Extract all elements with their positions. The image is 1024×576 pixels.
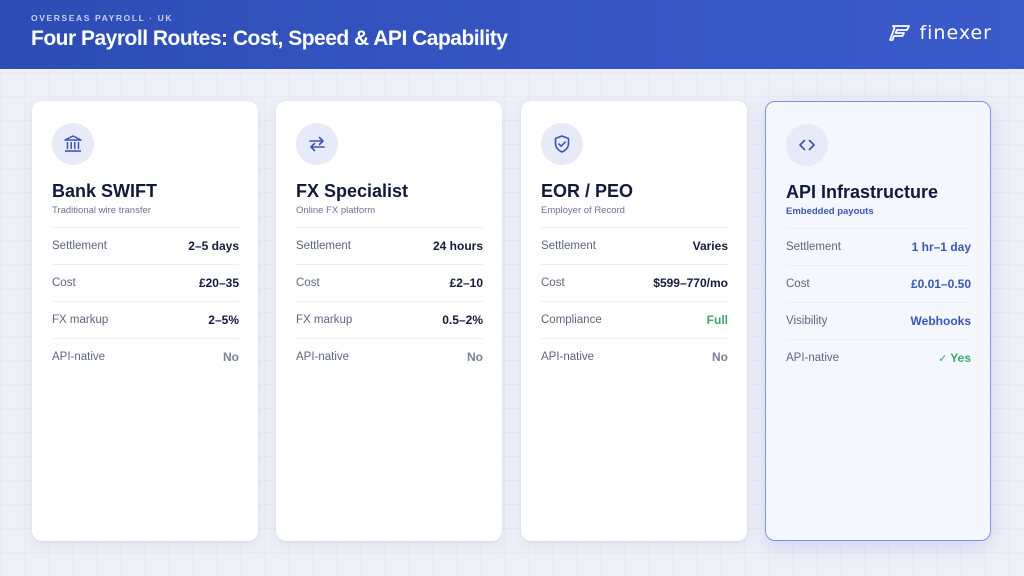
metric-row-cost: Cost $599–770/mo [541, 264, 728, 301]
metric-row-settlement: Settlement 24 hours [296, 227, 483, 264]
card-subtitle: Traditional wire transfer [52, 205, 151, 216]
metric-value: Yes [950, 351, 971, 365]
metric-row-api-native: API-native No [296, 338, 483, 375]
code-icon [799, 139, 815, 151]
card-subtitle: Online FX platform [296, 205, 376, 216]
icon-badge [296, 123, 338, 165]
card-title: FX Specialist [296, 181, 409, 201]
route-card-bank-swift: Bank SWIFT Traditional wire transfer Set… [32, 101, 258, 541]
metric-label: Settlement [296, 240, 351, 252]
card-subtitle: Employer of Record [541, 205, 625, 216]
metric-value: Webhooks [910, 314, 971, 328]
metric-row-settlement: Settlement Varies [541, 227, 728, 264]
metric-row-compliance: Compliance Full [541, 301, 728, 338]
header-bar: OVERSEAS PAYROLL · UK Four Payroll Route… [0, 0, 1024, 69]
metric-label: Cost [52, 277, 76, 289]
logo-text: finexer [919, 22, 992, 44]
metric-value: No [467, 350, 483, 364]
metric-row-settlement: Settlement 2–5 days [52, 227, 239, 264]
route-card-fx-specialist: FX Specialist Online FX platform Settlem… [276, 101, 502, 541]
metric-row-fx-markup: FX markup 2–5% [52, 301, 239, 338]
metric-label: FX markup [296, 314, 353, 326]
metric-label: Cost [786, 278, 810, 290]
metrics-list: Settlement Varies Cost $599–770/mo Compl… [541, 227, 728, 375]
metric-label: FX markup [52, 314, 109, 326]
metric-label: API-native [541, 351, 595, 363]
metric-row-api-native: API-native No [52, 338, 239, 375]
metric-row-visibility: Visibility Webhooks [786, 302, 971, 339]
exchange-arrows-icon [309, 136, 325, 152]
metric-row-fx-markup: FX markup 0.5–2% [296, 301, 483, 338]
metrics-list: Settlement 2–5 days Cost £20–35 FX marku… [52, 227, 239, 375]
icon-badge [541, 123, 583, 165]
metric-label: API-native [786, 352, 840, 364]
metric-row-cost: Cost £0.01–0.50 [786, 265, 971, 302]
metrics-list: Settlement 24 hours Cost £2–10 FX markup… [296, 227, 483, 375]
metric-label: Cost [541, 277, 565, 289]
metric-value: £2–10 [449, 276, 483, 290]
metric-row-api-native: API-native No [541, 338, 728, 375]
metrics-list: Settlement 1 hr–1 day Cost £0.01–0.50 Vi… [786, 228, 971, 376]
metric-value: Varies [692, 239, 728, 253]
metric-value: No [223, 350, 239, 364]
metric-label: Settlement [52, 240, 107, 252]
metric-value: $599–770/mo [653, 276, 728, 290]
metric-value: 2–5 days [188, 239, 239, 253]
metric-value: 24 hours [432, 239, 483, 253]
metric-value: Full [706, 313, 728, 327]
finexer-logo: finexer [889, 22, 992, 44]
metric-label: API-native [52, 351, 106, 363]
page-title: Four Payroll Routes: Cost, Speed & API C… [31, 27, 508, 50]
icon-badge [786, 124, 828, 166]
metric-label: Cost [296, 277, 320, 289]
card-title: EOR / PEO [541, 181, 634, 201]
metric-value: 1 hr–1 day [911, 240, 971, 254]
shield-check-icon [554, 135, 570, 153]
metric-label: Settlement [541, 240, 596, 252]
bank-icon [64, 135, 82, 152]
finexer-logo-icon [889, 25, 911, 41]
metric-label: Settlement [786, 241, 841, 253]
metric-value: No [712, 350, 728, 364]
checkmark-icon: ✓ [938, 353, 948, 365]
metric-label: Compliance [541, 314, 602, 326]
metric-value: £20–35 [198, 276, 239, 290]
card-title: Bank SWIFT [52, 181, 158, 201]
metric-value: 0.5–2% [442, 313, 483, 327]
metric-row-cost: Cost £20–35 [52, 264, 239, 301]
route-card-eor-peo: EOR / PEO Employer of Record Settlement … [521, 101, 747, 541]
metric-row-settlement: Settlement 1 hr–1 day [786, 228, 971, 265]
metric-value: 2–5% [208, 313, 239, 327]
metric-row-api-native: API-native ✓ Yes [786, 339, 971, 376]
metric-value: £0.01–0.50 [910, 277, 971, 291]
metric-label: Visibility [786, 315, 828, 327]
route-card-api-infrastructure: API Infrastructure Embedded payouts Sett… [765, 101, 991, 541]
eyebrow-label: OVERSEAS PAYROLL · UK [31, 13, 174, 23]
card-title: API Infrastructure [786, 182, 939, 202]
metric-value-with-check: ✓ Yes [938, 351, 971, 365]
metric-row-cost: Cost £2–10 [296, 264, 483, 301]
card-subtitle: Embedded payouts [786, 206, 874, 217]
metric-label: API-native [296, 351, 350, 363]
icon-badge [52, 123, 94, 165]
